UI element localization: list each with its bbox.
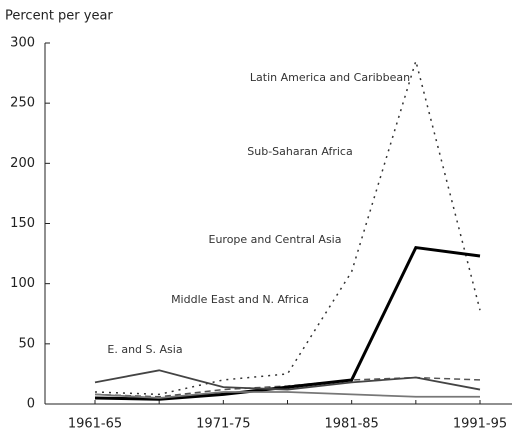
x-tick-label: 1961-65 (68, 417, 122, 432)
series-annotation: E. and S. Asia (107, 343, 182, 356)
series-line (94, 391, 480, 399)
series-annotation: Middle East and N. Africa (171, 293, 309, 306)
y-tick-label: 50 (18, 336, 35, 351)
y-axis-label: Percent per year (5, 9, 113, 24)
series-annotation: Sub-Saharan Africa (247, 145, 352, 158)
y-tick-label: 150 (10, 216, 35, 231)
y-tick-label: 200 (10, 156, 35, 171)
y-tick-label: 300 (10, 36, 35, 51)
y-tick-label: 0 (27, 397, 35, 412)
y-tick-label: 100 (10, 276, 35, 291)
x-tick-label: 1991-95 (453, 417, 507, 432)
series-annotation: Europe and Central Asia (209, 233, 342, 246)
y-tick-label: 250 (10, 96, 35, 111)
x-tick-label: 1981-85 (325, 417, 379, 432)
series-line (94, 58, 481, 396)
series-annotation: Latin America and Caribbean (250, 71, 410, 84)
series-line (94, 245, 481, 401)
series-line (94, 369, 481, 391)
x-tick-label: 1971-75 (196, 417, 250, 432)
